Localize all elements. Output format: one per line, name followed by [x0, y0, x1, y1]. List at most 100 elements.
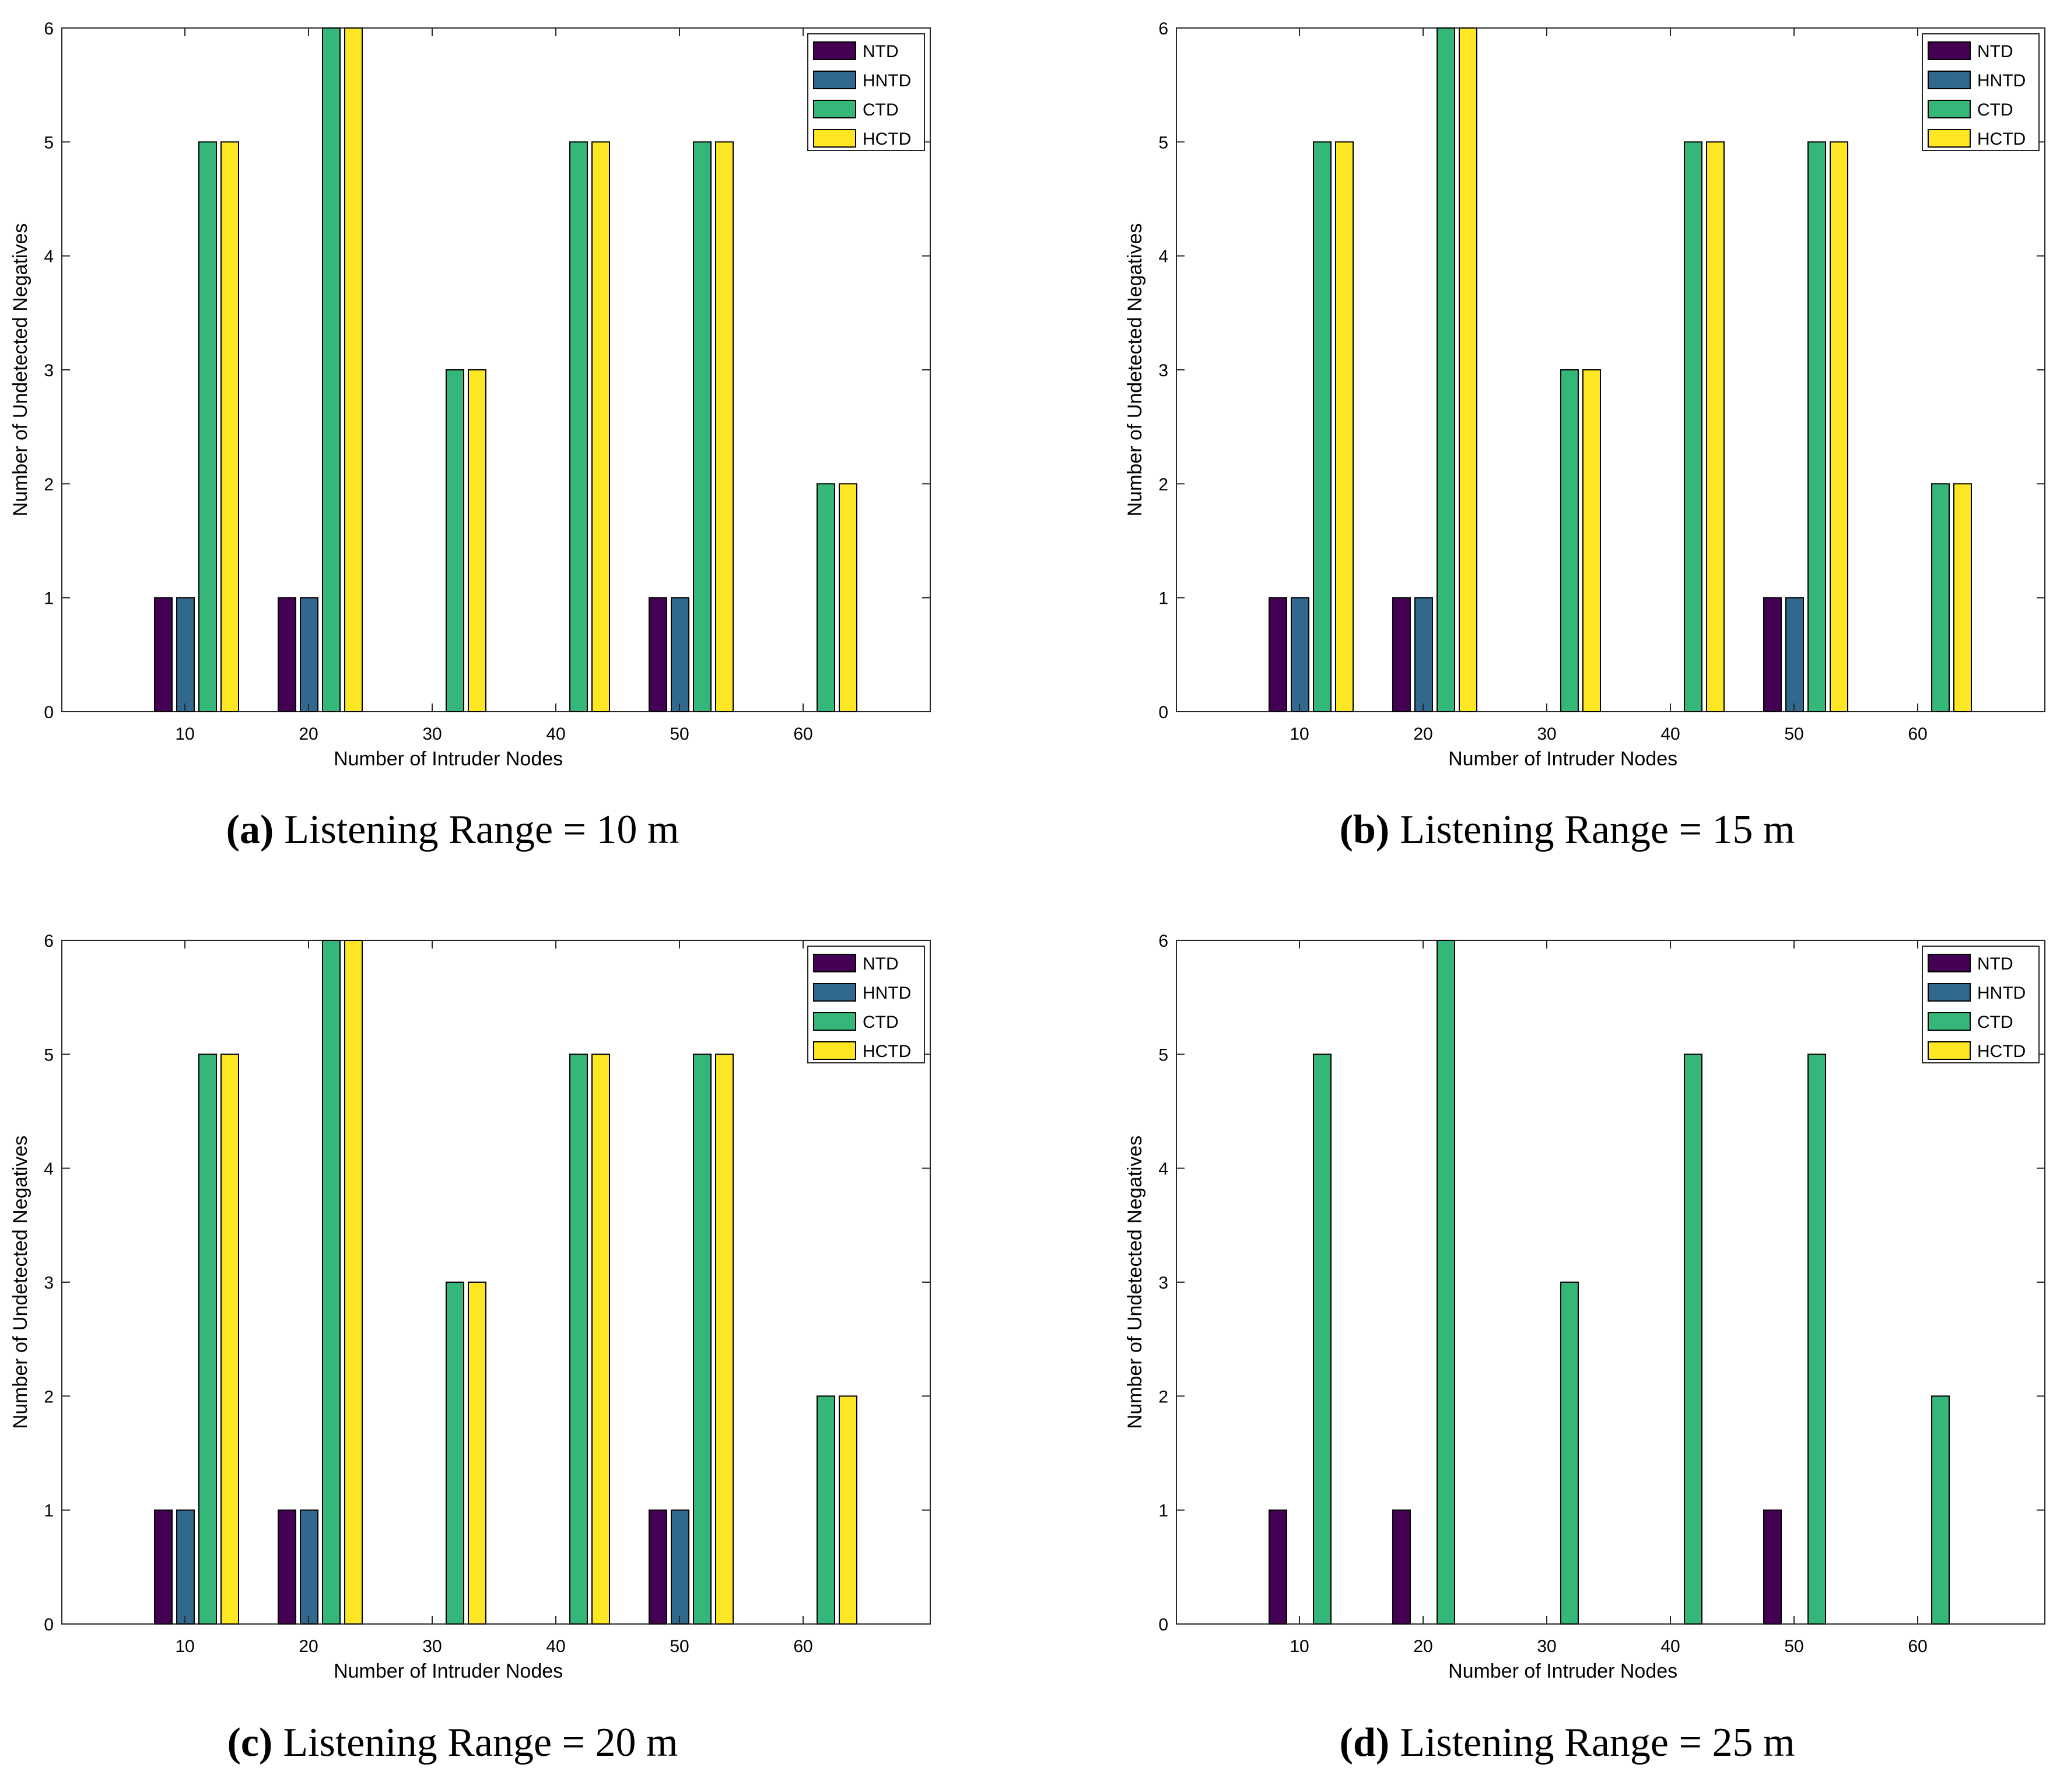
bar-hctd-20[interactable] [1459, 27, 1477, 712]
bar-ctd-20[interactable] [322, 27, 341, 712]
bar-hctd-20[interactable] [344, 27, 363, 712]
legend: NTD HNTD CTD HCTD [1922, 946, 2040, 1063]
bar-hctd-40[interactable] [591, 1054, 610, 1625]
bar-ntd-20[interactable] [1392, 1509, 1411, 1625]
y-tick-label: 0 [44, 1615, 54, 1634]
bar-ctd-40[interactable] [1684, 1054, 1702, 1625]
legend-swatch-hntd [813, 983, 856, 1002]
x-tick-label: 10 [1290, 1637, 1309, 1656]
panel-caption-text: Listening Range = 20 m [283, 1720, 678, 1765]
bar-ntd-10[interactable] [154, 1509, 173, 1625]
x-tick-label: 60 [1908, 724, 1927, 744]
y-tick-label: 4 [1158, 1160, 1168, 1179]
bar-ctd-60[interactable] [1931, 483, 1950, 712]
bar-hntd-20[interactable] [1414, 597, 1433, 712]
bar-hctd-10[interactable] [220, 141, 239, 713]
y-tick-label: 6 [1158, 932, 1168, 951]
bar-ctd-20[interactable] [1437, 27, 1455, 712]
bar-hctd-60[interactable] [1953, 483, 1972, 712]
bar-ctd-30[interactable] [1560, 369, 1579, 712]
bar-hntd-20[interactable] [300, 597, 318, 712]
y-tick-label: 5 [1158, 133, 1168, 152]
panel-caption: (d) Listening Range = 25 m [1340, 1720, 1795, 1765]
bar-ctd-10[interactable] [1313, 141, 1332, 713]
bar-hctd-30[interactable] [468, 369, 486, 712]
bar-ctd-10[interactable] [198, 1054, 217, 1625]
bar-ctd-50[interactable] [1807, 1054, 1826, 1625]
bar-hctd-10[interactable] [220, 1054, 239, 1625]
legend-label-ntd: NTD [1977, 954, 2013, 974]
panel-caption-label: (c) [227, 1720, 273, 1765]
bar-hntd-50[interactable] [1785, 597, 1804, 712]
bar-hctd-40[interactable] [1706, 141, 1725, 713]
x-tick-label: 20 [299, 1637, 318, 1656]
legend-label-ctd: CTD [1977, 1013, 2013, 1032]
bar-hctd-10[interactable] [1335, 141, 1354, 713]
bar-hctd-60[interactable] [839, 1395, 857, 1625]
bar-hctd-50[interactable] [1830, 141, 1848, 713]
y-axis-label: Number of Undetected Negatives [1124, 1136, 1146, 1429]
bar-ntd-20[interactable] [1392, 597, 1411, 712]
bar-hntd-50[interactable] [671, 597, 689, 712]
bar-ctd-40[interactable] [1684, 141, 1702, 713]
bar-hctd-20[interactable] [344, 940, 363, 1625]
bar-ctd-10[interactable] [1313, 1054, 1332, 1625]
bar-ctd-20[interactable] [322, 940, 341, 1625]
bar-ctd-50[interactable] [1807, 141, 1826, 713]
legend-label-hctd: HCTD [863, 130, 911, 149]
bar-hctd-40[interactable] [591, 141, 610, 713]
legend-swatch-ctd [813, 100, 856, 118]
bar-hctd-50[interactable] [715, 141, 734, 713]
bar-ctd-30[interactable] [446, 1282, 464, 1625]
y-tick-label: 5 [44, 1045, 54, 1065]
panel-caption-text: Listening Range = 15 m [1400, 807, 1795, 852]
bar-hctd-50[interactable] [715, 1054, 734, 1625]
bar-ctd-40[interactable] [569, 141, 588, 713]
bar-ctd-60[interactable] [1931, 1395, 1950, 1625]
y-axis-label: Number of Undetected Negatives [9, 1136, 31, 1429]
legend-label-hctd: HCTD [1977, 130, 2026, 149]
bar-hntd-10[interactable] [176, 1509, 195, 1625]
bar-ntd-50[interactable] [1763, 1509, 1782, 1625]
bar-ctd-30[interactable] [1560, 1282, 1579, 1625]
bar-hntd-20[interactable] [300, 1509, 318, 1625]
y-tick-label: 6 [44, 932, 54, 951]
bar-ctd-50[interactable] [693, 141, 712, 713]
bar-hctd-30[interactable] [468, 1282, 486, 1625]
bar-hntd-50[interactable] [671, 1509, 689, 1625]
y-tick-label: 4 [44, 1160, 54, 1179]
y-tick-label: 0 [1158, 703, 1168, 722]
bar-ntd-10[interactable] [154, 597, 173, 712]
bar-ntd-50[interactable] [649, 1509, 667, 1625]
x-tick-label: 50 [1784, 724, 1803, 744]
bar-ctd-20[interactable] [1437, 940, 1455, 1625]
legend-swatch-hntd [1928, 71, 1971, 89]
bar-ctd-60[interactable] [817, 483, 835, 712]
chart-panel-a: 0 1 2 3 4 5 6 10 20 30 40 50 60 Number of Intruder No… [9, 19, 931, 852]
bar-hntd-10[interactable] [1291, 597, 1309, 712]
bar-ntd-10[interactable] [1269, 1509, 1287, 1625]
x-axis-label: Number of Intruder Nodes [334, 1660, 563, 1682]
y-tick-label: 1 [1158, 1502, 1168, 1521]
x-tick-label: 10 [1290, 724, 1309, 744]
bar-ntd-50[interactable] [1763, 597, 1782, 712]
legend-swatch-ctd [1928, 100, 1971, 118]
x-tick-label: 20 [1413, 1637, 1432, 1656]
bar-ntd-50[interactable] [649, 597, 667, 712]
legend-label-hntd: HNTD [1977, 984, 2026, 1003]
bar-ntd-10[interactable] [1269, 597, 1287, 712]
bar-hctd-30[interactable] [1582, 369, 1601, 712]
legend-label-ctd: CTD [863, 1013, 899, 1032]
bar-ntd-20[interactable] [278, 1509, 296, 1625]
x-tick-label: 40 [546, 1637, 565, 1656]
bar-ctd-30[interactable] [446, 369, 464, 712]
bar-ctd-60[interactable] [817, 1395, 835, 1625]
bar-ctd-50[interactable] [693, 1054, 712, 1625]
bar-ctd-40[interactable] [569, 1054, 588, 1625]
bar-ntd-20[interactable] [278, 597, 296, 712]
bar-series-group [154, 940, 857, 1625]
bar-hntd-10[interactable] [176, 597, 195, 712]
bar-hctd-60[interactable] [839, 483, 857, 712]
y-tick-label: 3 [1158, 1273, 1168, 1293]
bar-ctd-10[interactable] [198, 141, 217, 713]
